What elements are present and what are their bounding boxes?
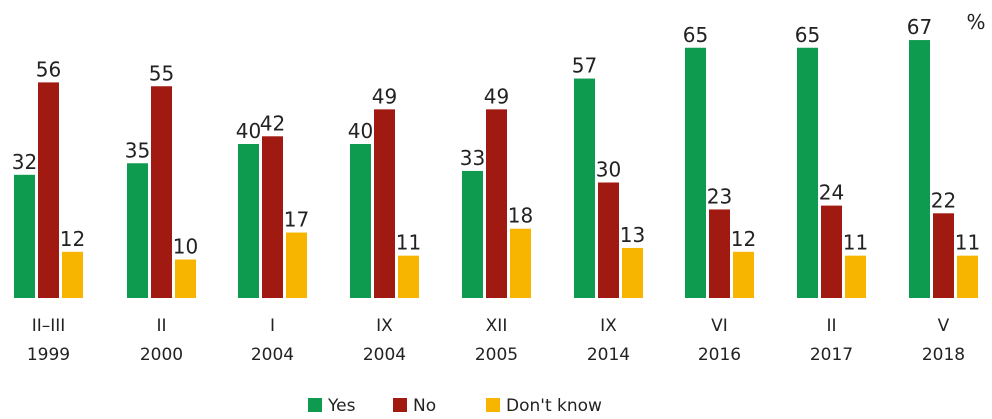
value-label-don-t-know-8: 11 (843, 231, 868, 255)
value-label-yes-1: 32 (12, 150, 37, 174)
legend-swatch-yes (308, 398, 322, 412)
x-tick-label-8-line-2: 2017 (810, 345, 853, 365)
x-tick-label-4-line-1: IX (376, 316, 393, 336)
bar-no-6 (598, 182, 619, 298)
x-tick-label-8-line-1: II (826, 316, 836, 336)
value-label-yes-7: 65 (683, 23, 708, 47)
x-tick-label-7-line-1: VI (711, 316, 728, 336)
value-label-don-t-know-4: 11 (396, 231, 421, 255)
bar-yes-8 (797, 47, 818, 298)
bar-yes-5 (462, 170, 483, 298)
value-label-no-9: 22 (931, 188, 956, 212)
value-label-no-6: 30 (596, 158, 621, 182)
x-tick-label-9-line-1: V (938, 316, 950, 336)
legend-swatch-don-t-know (486, 398, 500, 412)
value-label-no-8: 24 (819, 181, 844, 205)
value-label-no-4: 49 (372, 84, 397, 108)
legend-swatch-no (393, 398, 407, 412)
x-tick-label-5-line-1: XII (486, 316, 508, 336)
bar-no-4 (374, 109, 395, 298)
bar-no-2 (151, 86, 172, 298)
value-label-don-t-know-1: 12 (60, 227, 85, 251)
value-label-no-2: 55 (149, 61, 174, 85)
legend-label-don-t-know: Don't know (506, 396, 602, 416)
bar-yes-9 (909, 40, 930, 299)
bar-no-8 (821, 205, 842, 298)
legend-label-no: No (413, 396, 436, 416)
bar-don-t-know-6 (622, 247, 643, 298)
x-tick-label-5-line-2: 2005 (475, 345, 518, 365)
bar-don-t-know-5 (510, 228, 531, 298)
value-label-yes-3: 40 (236, 119, 261, 143)
value-label-no-3: 42 (260, 111, 285, 135)
value-label-yes-8: 65 (795, 23, 820, 47)
bar-yes-3 (238, 144, 259, 298)
x-tick-label-6-line-1: IX (600, 316, 617, 336)
x-tick-label-2-line-2: 2000 (140, 345, 183, 365)
bar-don-t-know-3 (286, 232, 307, 298)
value-label-don-t-know-3: 17 (284, 208, 309, 232)
bar-no-9 (933, 213, 954, 298)
value-label-don-t-know-5: 18 (508, 204, 533, 228)
bar-don-t-know-1 (62, 251, 83, 298)
value-label-yes-6: 57 (572, 54, 597, 78)
value-label-yes-5: 33 (460, 146, 485, 170)
value-label-yes-2: 35 (125, 138, 150, 162)
x-tick-label-1-line-1: II–III (32, 316, 66, 336)
x-tick-label-7-line-2: 2016 (698, 345, 741, 365)
bar-yes-7 (685, 47, 706, 298)
value-label-don-t-know-6: 13 (620, 223, 645, 247)
bar-yes-6 (574, 78, 595, 298)
value-label-no-5: 49 (484, 84, 509, 108)
value-label-no-1: 56 (36, 57, 61, 81)
value-label-don-t-know-2: 10 (173, 235, 198, 259)
bar-no-1 (38, 82, 59, 299)
value-label-don-t-know-7: 12 (731, 227, 756, 251)
bar-no-5 (486, 109, 507, 298)
bar-yes-2 (127, 163, 148, 298)
x-tick-label-2-line-1: II (156, 316, 166, 336)
x-tick-label-6-line-2: 2014 (587, 345, 630, 365)
x-tick-label-4-line-2: 2004 (363, 345, 406, 365)
value-label-don-t-know-9: 11 (955, 231, 980, 255)
bar-don-t-know-7 (733, 251, 754, 298)
x-tick-label-3-line-2: 2004 (251, 345, 294, 365)
bar-no-3 (262, 136, 283, 298)
x-tick-label-1-line-2: 1999 (27, 345, 70, 365)
x-tick-label-9-line-2: 2018 (922, 345, 965, 365)
bar-don-t-know-2 (175, 259, 196, 298)
value-label-yes-9: 67 (907, 15, 932, 39)
value-label-yes-4: 40 (348, 119, 373, 143)
bar-no-7 (709, 209, 730, 298)
value-label-no-7: 23 (707, 184, 732, 208)
bar-don-t-know-4 (398, 255, 419, 298)
bar-yes-4 (350, 144, 371, 298)
bar-don-t-know-9 (957, 255, 978, 298)
x-tick-label-3-line-1: I (270, 316, 275, 336)
bar-yes-1 (14, 174, 35, 298)
legend-label-yes: Yes (327, 396, 356, 416)
bar-don-t-know-8 (845, 255, 866, 298)
unit-label: % (966, 10, 985, 34)
